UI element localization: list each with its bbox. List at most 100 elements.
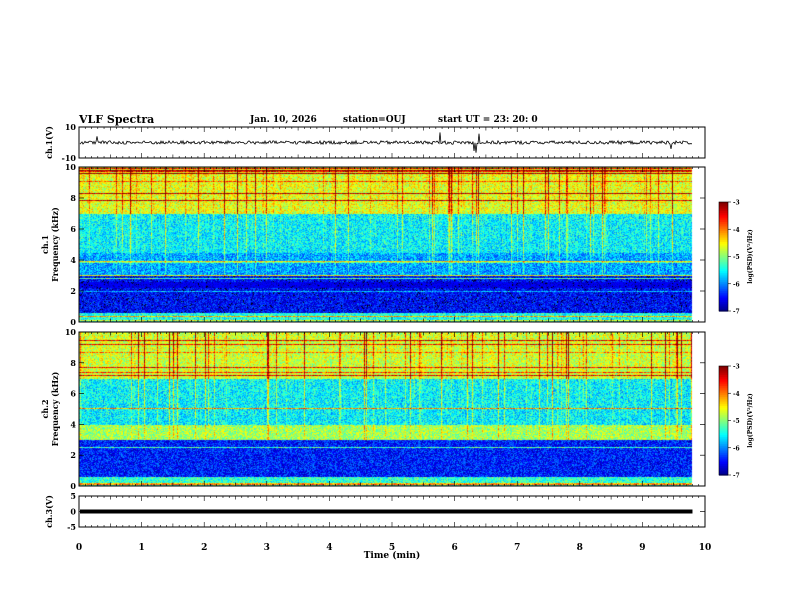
x-tick-label: 8 xyxy=(577,543,583,553)
colorbar-tick-label: -5 xyxy=(733,418,740,425)
colorbar-band xyxy=(719,371,728,374)
colorbar-band xyxy=(719,289,728,292)
x-tick-label: 9 xyxy=(639,543,645,553)
colorbar-band xyxy=(719,221,728,225)
colorbar-band xyxy=(719,385,728,389)
colorbar-band xyxy=(719,378,728,382)
colorbar-band xyxy=(719,254,728,258)
colorbar-band xyxy=(719,405,728,409)
x-tick-label: 5 xyxy=(389,543,395,553)
colorbar-band xyxy=(719,387,728,391)
ch2-spectrogram-ylabel-2: Frequency (kHz) xyxy=(50,371,60,446)
ch1-spectrogram-colorbar-label: log(PSD)(V²/Hz) xyxy=(747,229,754,284)
colorbar-tick-label: -6 xyxy=(733,281,740,288)
colorbar-band xyxy=(719,281,728,285)
colorbar-band xyxy=(719,301,728,305)
colorbar-band xyxy=(719,231,728,234)
colorbar-band xyxy=(719,234,728,238)
ch1-waveform-ylabel: ch.1(V) xyxy=(44,126,54,159)
colorbar-tick-label: -3 xyxy=(733,200,740,207)
colorbar-band xyxy=(719,243,728,247)
colorbar-band xyxy=(719,400,728,403)
colorbar-band xyxy=(719,263,728,267)
colorbar-tick-label: -7 xyxy=(733,309,740,316)
colorbar-band xyxy=(719,300,728,303)
colorbar-band xyxy=(719,269,728,272)
colorbar-band xyxy=(719,298,728,301)
colorbar-band xyxy=(719,444,728,447)
colorbar-band xyxy=(719,303,728,307)
colorbar-band xyxy=(719,294,728,298)
colorbar-band xyxy=(719,418,728,422)
colorbar-band xyxy=(719,465,728,469)
colorbar-band xyxy=(719,216,728,219)
y-tick-label: -10 xyxy=(62,153,77,163)
colorbar-band xyxy=(719,211,728,214)
colorbar-band xyxy=(719,271,728,274)
colorbar-band xyxy=(719,409,728,413)
colorbar-band xyxy=(719,229,728,232)
y-tick-label: 10 xyxy=(65,162,77,172)
colorbar-band xyxy=(719,464,728,467)
colorbar-band xyxy=(719,240,728,243)
colorbar-band xyxy=(719,212,728,216)
y-tick-label: 4 xyxy=(70,255,76,265)
ch2-spectrogram-ylabel-1: ch.2 xyxy=(40,399,50,418)
colorbar-band xyxy=(719,375,728,378)
x-tick-label: 0 xyxy=(76,543,82,553)
colorbar-band xyxy=(719,278,728,281)
colorbar-band xyxy=(719,283,728,287)
colorbar-band xyxy=(719,396,728,400)
ch1-spectrogram-ylabel-2: Frequency (kHz) xyxy=(50,207,60,282)
colorbar-tick-label: -6 xyxy=(733,445,740,452)
colorbar-band xyxy=(719,225,728,229)
colorbar-band xyxy=(719,449,728,452)
colorbar-band xyxy=(719,420,728,423)
colorbar-band xyxy=(719,424,728,427)
ch1-spectrogram-ylabel-1: ch.1 xyxy=(40,235,50,254)
colorbar-band xyxy=(719,469,728,472)
x-tick-label: 2 xyxy=(201,543,207,553)
colorbar-band xyxy=(719,376,728,380)
colorbar-band xyxy=(719,415,728,418)
colorbar-tick-label: -5 xyxy=(733,254,740,261)
colorbar-band xyxy=(719,267,728,270)
x-tick-label: 1 xyxy=(138,543,144,553)
colorbar-band xyxy=(719,238,728,241)
colorbar-band xyxy=(719,261,728,265)
ch3-waveform-ylabel: ch.3(V) xyxy=(44,495,54,528)
colorbar-band xyxy=(719,433,728,436)
colorbar-band xyxy=(719,447,728,451)
colorbar-band xyxy=(719,272,728,276)
colorbar-band xyxy=(719,249,728,252)
colorbar-band xyxy=(719,404,728,407)
colorbar-band xyxy=(719,276,728,279)
colorbar-tick-label: -7 xyxy=(733,473,740,480)
colorbar-band xyxy=(719,260,728,263)
colorbar-band xyxy=(719,429,728,432)
colorbar-band xyxy=(719,252,728,256)
colorbar-tick-label: -4 xyxy=(733,391,740,398)
colorbar-band xyxy=(719,455,728,458)
colorbar-band xyxy=(719,427,728,431)
colorbar-band xyxy=(719,380,728,383)
colorbar-band xyxy=(719,451,728,454)
ch1-spectrogram-image xyxy=(79,167,705,322)
colorbar-band xyxy=(719,223,728,227)
colorbar-band xyxy=(719,203,728,207)
y-tick-label: 10 xyxy=(65,327,77,337)
y-tick-label: 8 xyxy=(70,193,76,203)
colorbar-band xyxy=(719,435,728,438)
colorbar-tick-label: -4 xyxy=(733,227,740,234)
y-tick-label: 10 xyxy=(65,122,77,132)
colorbar-band xyxy=(719,391,728,394)
colorbar-band xyxy=(719,438,728,442)
colorbar-band xyxy=(719,207,728,210)
colorbar-band xyxy=(719,382,728,385)
colorbar-band xyxy=(719,460,728,463)
x-tick-label: 7 xyxy=(514,543,520,553)
colorbar-band xyxy=(719,384,728,387)
y-tick-label: 6 xyxy=(70,224,76,234)
y-tick-label: 5 xyxy=(70,491,76,501)
x-tick-label: 6 xyxy=(451,543,457,553)
